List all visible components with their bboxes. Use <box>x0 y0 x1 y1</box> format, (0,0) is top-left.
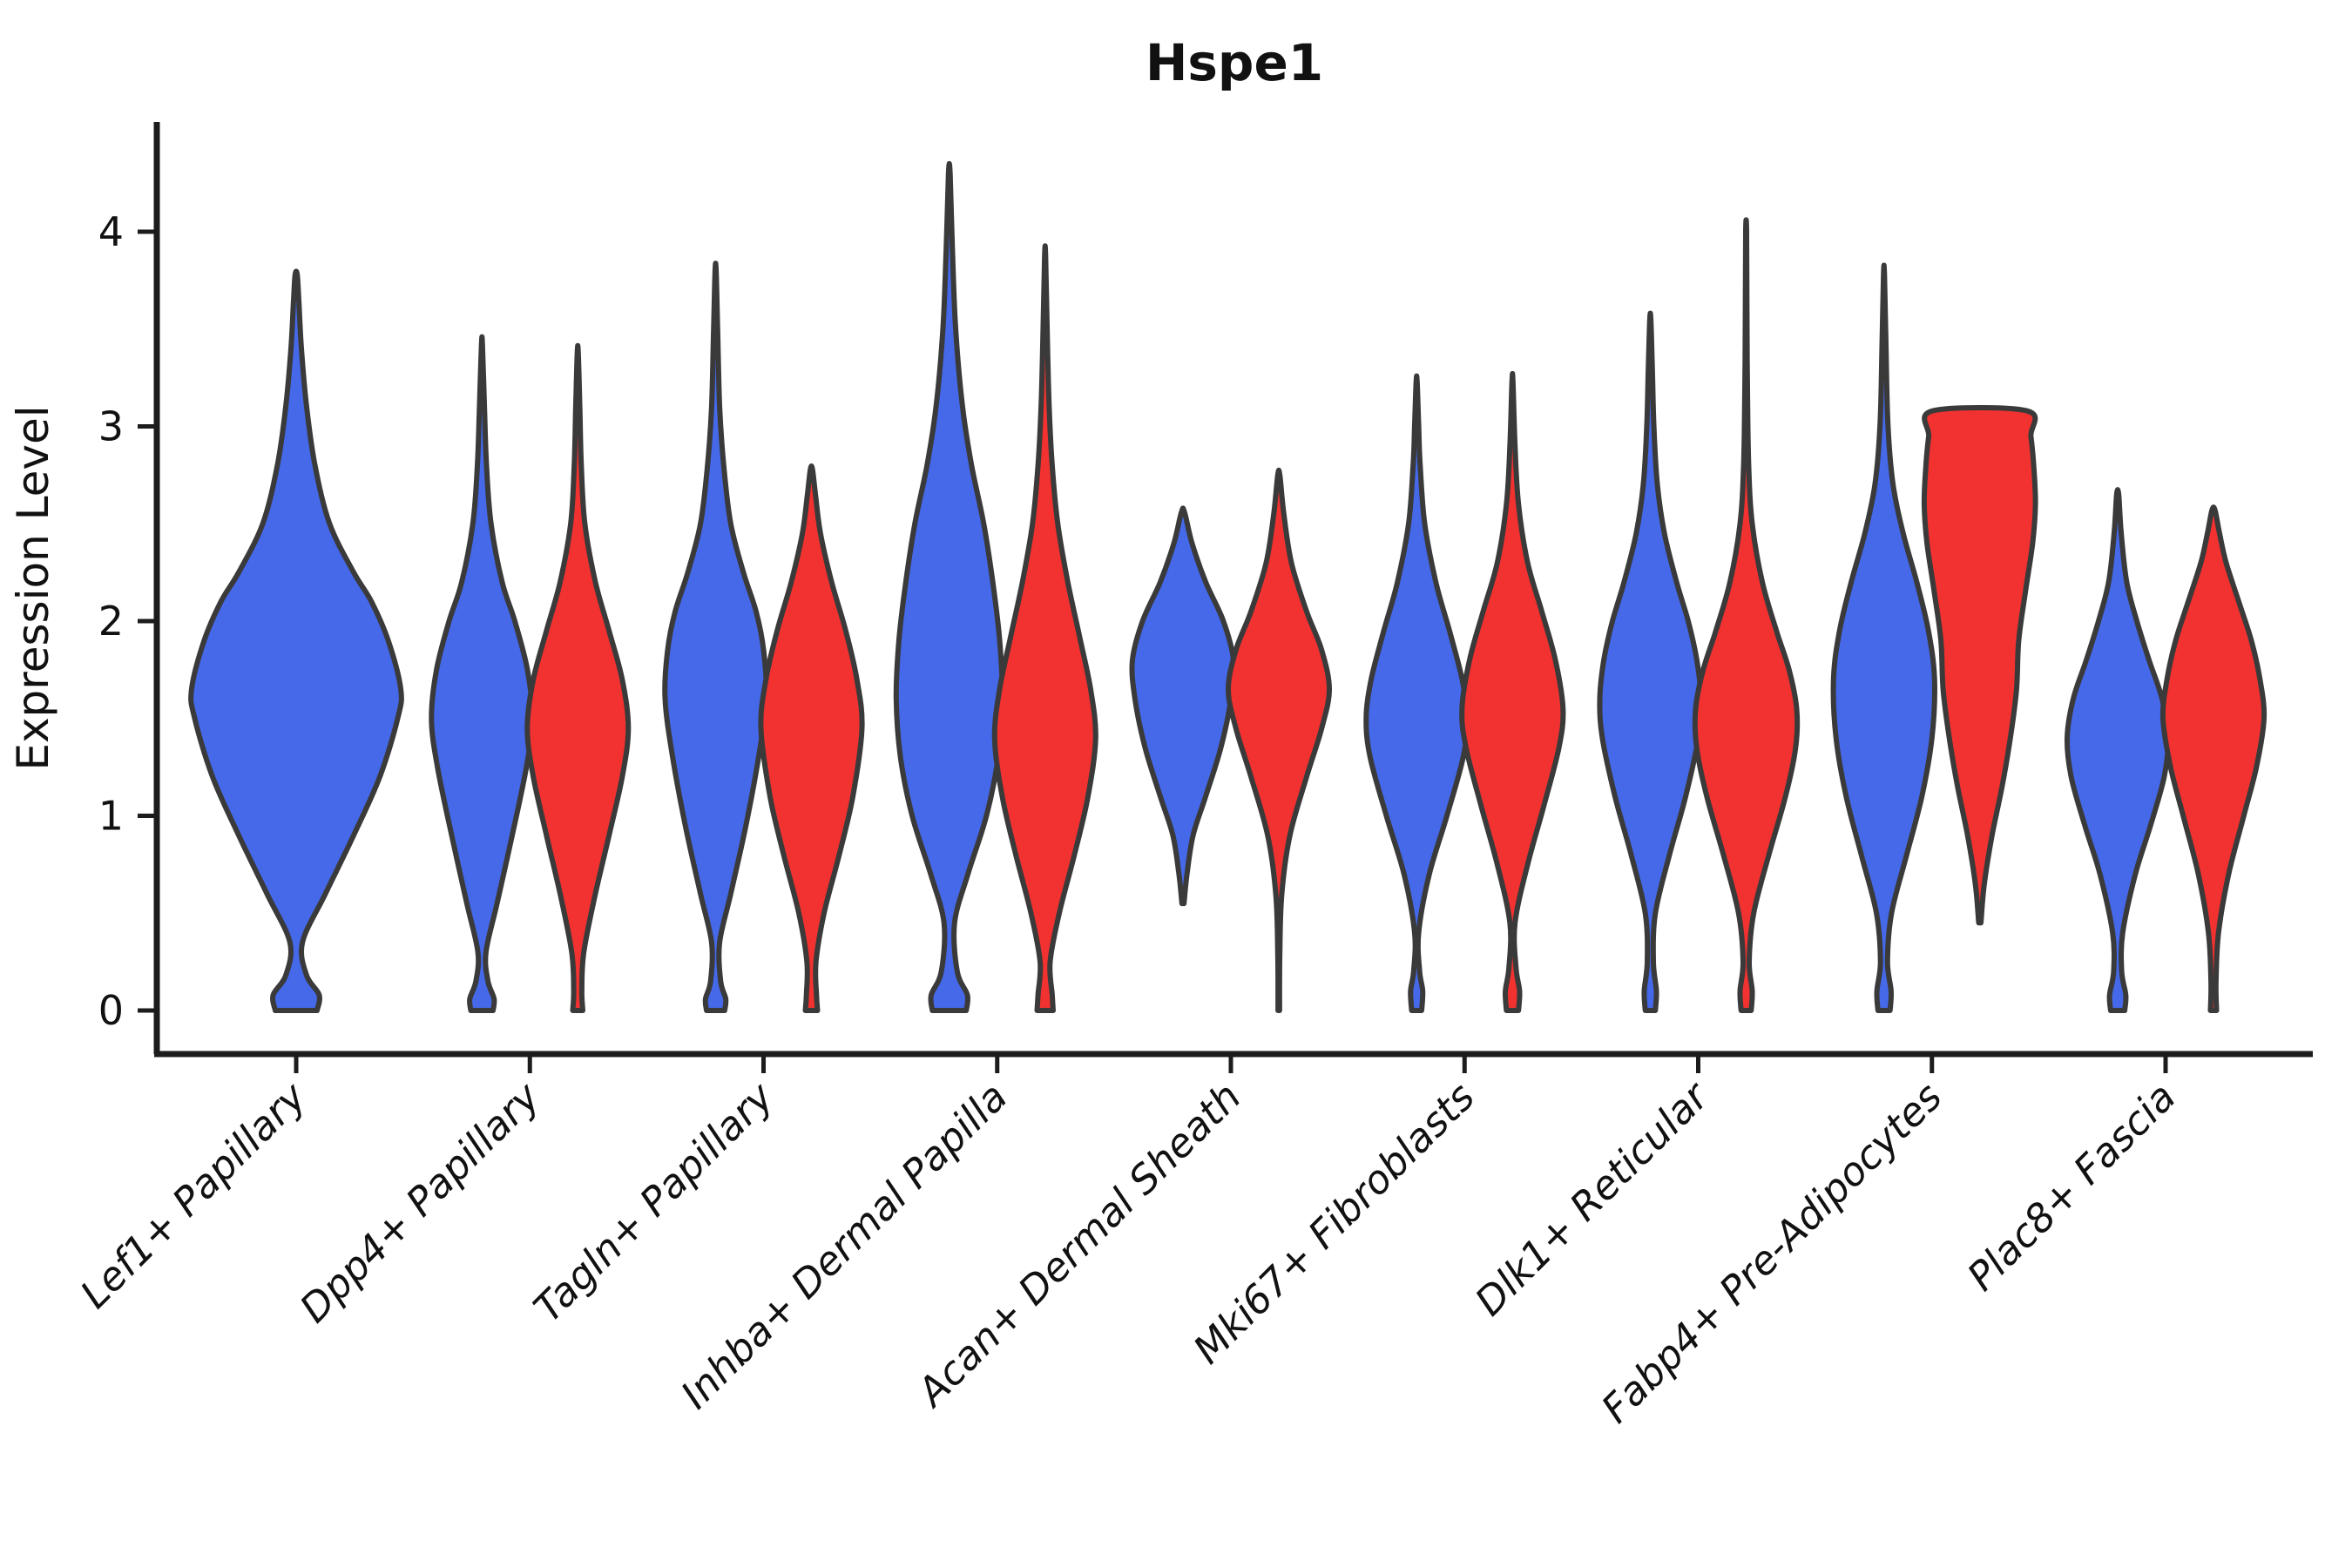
violin-plac8-fascia-blue <box>2064 487 2172 1013</box>
violin-fabp4-pre-adipocytes-red <box>1921 405 2038 926</box>
y-tick-label-3: 3 <box>98 403 124 450</box>
violin-mki67-fibroblasts-red <box>1459 370 1566 1013</box>
x-tick-label-plac8-fascia: Plac8+ Fascia <box>1958 1073 2185 1300</box>
violin-mki67-fibroblasts-blue <box>1363 373 1470 1013</box>
y-axis-ticks: 0 1 2 3 4 <box>98 208 157 1034</box>
x-tick-label-lef1-papillary: Lef1+ Papillary <box>71 1072 316 1317</box>
violin-dlk1-reticular-red <box>1692 217 1801 1013</box>
x-tick-label-tagln-papillary: Tagln+ Papillary <box>524 1072 783 1331</box>
axes <box>153 122 2313 1058</box>
violin-inhba-dermal-papilla-blue <box>893 160 1005 1013</box>
x-tick-label-dlk1-reticular: Dlk1+ Reticular <box>1466 1072 1719 1325</box>
chart-title: Hspe1 <box>1146 33 1323 92</box>
violin-inhba-dermal-papilla-red <box>991 243 1098 1013</box>
violin-dpp4-papillary-red <box>524 342 632 1013</box>
violin-tagln-papillary-red <box>758 463 865 1013</box>
y-tick-label-0: 0 <box>98 987 124 1034</box>
violin-tagln-papillary-blue <box>662 260 769 1013</box>
violin-acan-dermal-sheath-red <box>1226 467 1332 1013</box>
y-axis-label: Expression Level <box>8 405 58 770</box>
violin-series <box>188 160 2268 1013</box>
y-tick-label-2: 2 <box>98 598 124 645</box>
violin-plac8-fascia-red <box>2159 504 2268 1013</box>
violin-fabp4-pre-adipocytes-blue <box>1830 262 1937 1013</box>
x-tick-label-dpp4-papillary: Dpp4+ Papillary <box>291 1072 550 1331</box>
violin-acan-dermal-sheath-blue <box>1129 505 1237 907</box>
y-tick-label-1: 1 <box>98 793 124 840</box>
violin-dlk1-reticular-blue <box>1597 310 1704 1013</box>
violin-dpp4-papillary-blue <box>429 334 536 1013</box>
y-tick-label-4: 4 <box>98 208 124 255</box>
violin-lef1-papillary-blue <box>188 268 404 1013</box>
